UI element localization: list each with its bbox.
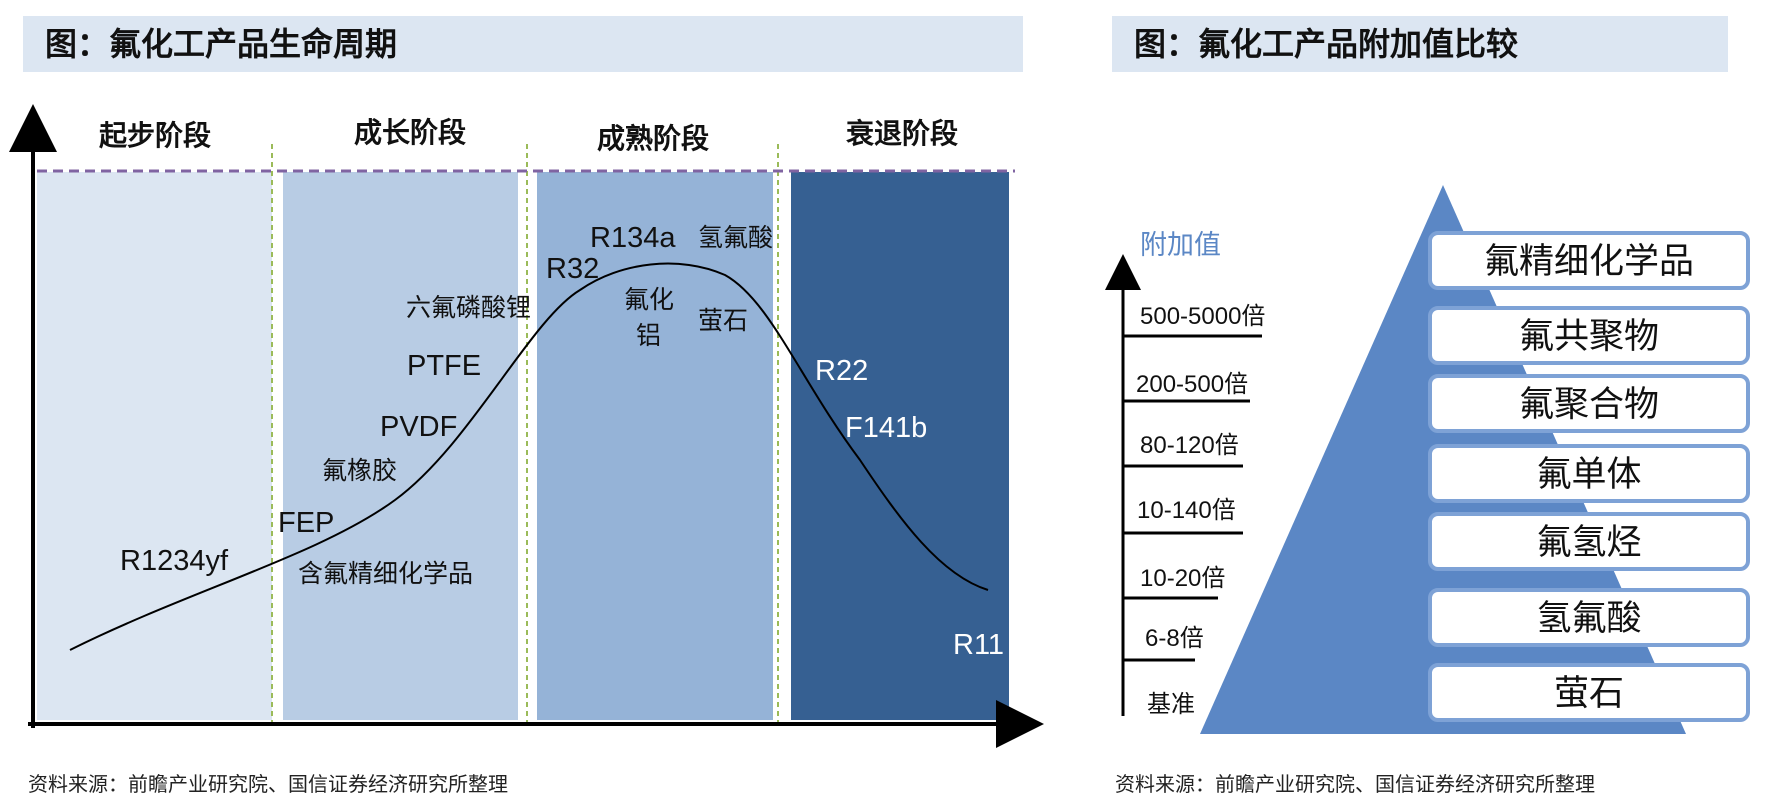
product-label: 六氟磷酸锂 bbox=[406, 293, 531, 322]
tier-label: 氟共聚物 bbox=[1519, 317, 1659, 357]
product-label: 氟化 bbox=[624, 285, 674, 314]
scale-label: 基准 bbox=[1147, 691, 1195, 718]
stage-label-maturity: 成熟阶段 bbox=[597, 122, 709, 155]
stage-label-intro: 起步阶段 bbox=[99, 119, 211, 152]
scale-label: 80-120倍 bbox=[1140, 432, 1239, 459]
tier-label: 氢氟酸 bbox=[1536, 599, 1641, 639]
tier-box bbox=[1428, 374, 1750, 433]
product-label: R32 bbox=[546, 253, 599, 285]
tier-box bbox=[1428, 663, 1750, 722]
left-panel-title: 图：氟化工产品生命周期 bbox=[23, 16, 1023, 72]
product-label: 氟橡胶 bbox=[322, 456, 397, 485]
product-label: R134a bbox=[590, 222, 676, 254]
product-label: F141b bbox=[845, 412, 927, 444]
scale-label: 200-500倍 bbox=[1136, 371, 1248, 398]
right-panel-title: 图：氟化工产品附加值比较 bbox=[1112, 16, 1728, 72]
value-pyramid: 附加值 500-5000倍 200-500倍 80-120倍 10-140倍 1… bbox=[1105, 185, 1750, 734]
product-label: R11 bbox=[953, 629, 1004, 661]
product-label: 含氟精细化学品 bbox=[298, 559, 473, 588]
scale-label: 10-140倍 bbox=[1137, 497, 1236, 524]
product-label: PVDF bbox=[380, 411, 457, 443]
stage-band-growth bbox=[283, 172, 518, 720]
tier-box bbox=[1428, 306, 1750, 365]
product-label: R22 bbox=[815, 355, 868, 387]
scale-label: 6-8倍 bbox=[1145, 625, 1204, 652]
right-source-note: 资料来源：前瞻产业研究院、国信证券经济研究所整理 bbox=[1115, 772, 1595, 796]
tier-box bbox=[1428, 588, 1750, 647]
product-label: R1234yf bbox=[120, 545, 229, 577]
lifecycle-curve bbox=[69, 262, 989, 651]
stage-label-growth: 成长阶段 bbox=[354, 116, 466, 149]
product-label: FEP bbox=[278, 507, 334, 539]
tier-box bbox=[1428, 512, 1750, 571]
product-label: 氢氟酸 bbox=[698, 223, 773, 252]
tier-label: 氟精细化学品 bbox=[1484, 242, 1694, 282]
value-axis-label: 附加值 bbox=[1140, 230, 1221, 261]
tier-box bbox=[1428, 444, 1750, 503]
stage-label-decline: 衰退阶段 bbox=[846, 117, 958, 150]
product-label: 铝 bbox=[636, 321, 661, 350]
stage-band-decline bbox=[791, 172, 1009, 720]
lifecycle-diagram: 起步阶段 成长阶段 成熟阶段 衰退阶段 R1234yf FEP 含氟精细化学品 … bbox=[9, 104, 1044, 748]
product-label: 萤石 bbox=[698, 306, 748, 335]
product-label: PTFE bbox=[407, 350, 481, 382]
stage-band-intro bbox=[37, 172, 272, 720]
tier-label: 萤石 bbox=[1554, 674, 1624, 714]
scale-label: 500-5000倍 bbox=[1140, 303, 1265, 330]
tier-box bbox=[1428, 231, 1750, 290]
left-source-note: 资料来源：前瞻产业研究院、国信证券经济研究所整理 bbox=[28, 772, 508, 796]
scale-label: 10-20倍 bbox=[1140, 565, 1225, 592]
tier-label: 氟单体 bbox=[1536, 455, 1641, 495]
tier-label: 氟氢烃 bbox=[1536, 523, 1641, 563]
tier-label: 氟聚合物 bbox=[1519, 385, 1659, 425]
